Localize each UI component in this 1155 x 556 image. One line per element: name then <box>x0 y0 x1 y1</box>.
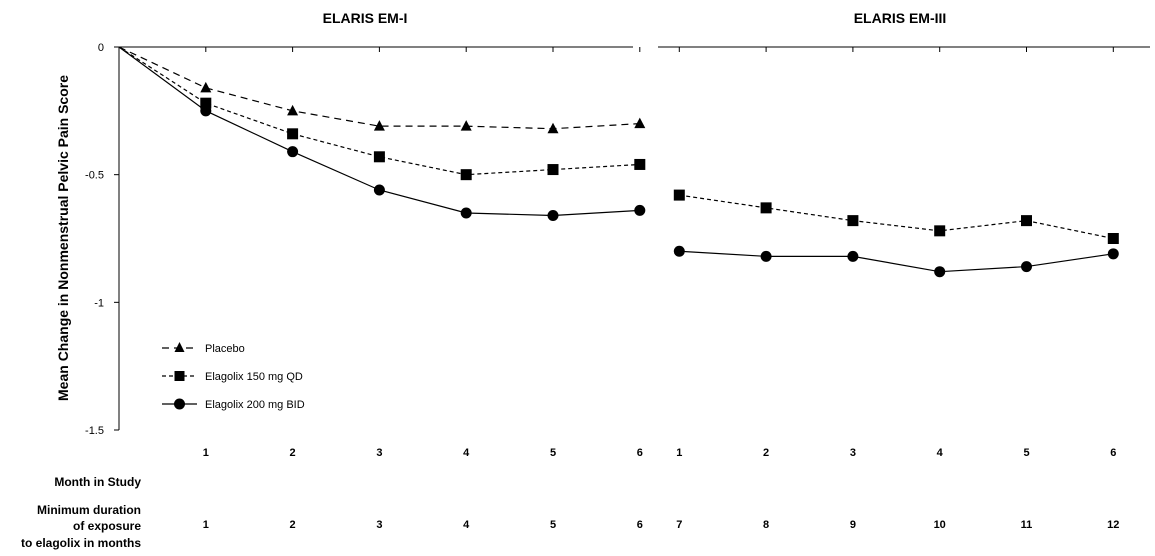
duration-tick-label: 8 <box>763 519 769 531</box>
data-point-circle <box>760 250 772 262</box>
month-tick-label: 4 <box>937 447 944 459</box>
series-line-triangle <box>118 46 640 130</box>
legend-label-placebo: Placebo <box>205 343 245 355</box>
panel-title-em3: ELARIS EM-III <box>854 10 947 26</box>
month-tick-label: 2 <box>290 447 296 459</box>
month-tick-label: 4 <box>463 447 470 459</box>
data-point-circle <box>200 105 212 117</box>
y-tick-label: -1.5 <box>85 425 104 437</box>
row-label-month: Month in Study <box>54 475 141 489</box>
legend-marker-200 <box>174 398 185 410</box>
series-line-circle <box>679 250 1114 273</box>
duration-tick-label: 9 <box>850 519 856 531</box>
data-point-square <box>847 215 859 227</box>
month-tick-label: 6 <box>637 447 643 459</box>
duration-tick-label: 6 <box>637 519 643 531</box>
y-tick-label: -0.5 <box>85 170 104 182</box>
duration-tick-label: 10 <box>934 519 946 531</box>
y-tick-label: 0 <box>98 42 104 54</box>
series-layer <box>118 46 1119 278</box>
duration-tick-label: 12 <box>1107 519 1119 531</box>
data-point-circle <box>847 250 859 262</box>
month-tick-label: 5 <box>1023 447 1029 459</box>
duration-tick-label: 3 <box>376 519 382 531</box>
month-tick-label: 2 <box>763 447 769 459</box>
data-point-triangle <box>287 104 299 116</box>
data-point-triangle <box>547 122 559 134</box>
duration-tick-label: 4 <box>463 519 470 531</box>
row-label-duration-3: to elagolix in months <box>21 536 141 550</box>
panel-title-em1: ELARIS EM-I <box>323 10 408 26</box>
month-tick-label: 6 <box>1110 447 1116 459</box>
data-point-triangle <box>373 120 385 131</box>
data-point-square <box>460 169 472 181</box>
data-point-circle <box>373 184 385 196</box>
data-point-circle <box>547 210 559 222</box>
data-point-circle <box>1107 248 1119 260</box>
month-tick-label: 1 <box>676 447 682 459</box>
month-tick-label: 1 <box>203 447 209 459</box>
data-point-circle <box>634 204 646 216</box>
data-point-circle <box>673 245 685 257</box>
data-point-circle <box>1021 261 1032 273</box>
duration-tick-label: 7 <box>676 519 682 531</box>
data-point-square <box>200 97 212 109</box>
data-point-circle <box>287 146 299 158</box>
data-point-square <box>934 225 946 237</box>
row-label-duration-2: of exposure <box>73 519 141 533</box>
duration-tick-label: 1 <box>203 519 209 531</box>
data-point-triangle <box>634 117 646 129</box>
month-tick-label: 3 <box>376 447 382 459</box>
legend: Placebo Elagolix 150 mg QD Elagolix 200 … <box>162 342 305 411</box>
duration-tick-label: 5 <box>550 519 556 531</box>
y-tick-label: -1 <box>94 297 104 309</box>
duration-tick-label: 11 <box>1021 519 1033 531</box>
data-point-circle <box>460 207 472 219</box>
month-tick-label: 5 <box>550 447 556 459</box>
legend-marker-placebo <box>174 342 185 352</box>
data-point-square <box>287 128 299 140</box>
data-point-square <box>673 189 685 201</box>
data-point-square <box>547 164 559 176</box>
duration-tick-label: 2 <box>290 519 296 531</box>
y-axis-label: Mean Change in Nonmenstrual Pelvic Pain … <box>55 75 71 401</box>
data-point-square <box>1107 233 1119 244</box>
legend-label-200: Elagolix 200 mg BID <box>205 399 305 411</box>
axis-frame <box>118 46 1150 430</box>
data-point-square <box>1021 215 1032 227</box>
data-point-square <box>373 151 385 163</box>
legend-marker-150 <box>174 371 185 381</box>
data-point-triangle <box>200 81 212 93</box>
data-point-triangle <box>460 120 472 131</box>
data-point-square <box>634 158 646 170</box>
legend-label-150: Elagolix 150 mg QD <box>205 371 303 383</box>
series-line-square <box>679 194 1114 240</box>
data-point-square <box>760 202 772 214</box>
data-point-circle <box>934 266 946 278</box>
month-tick-label: 3 <box>850 447 856 459</box>
row-label-duration-1: Minimum duration <box>37 503 141 517</box>
